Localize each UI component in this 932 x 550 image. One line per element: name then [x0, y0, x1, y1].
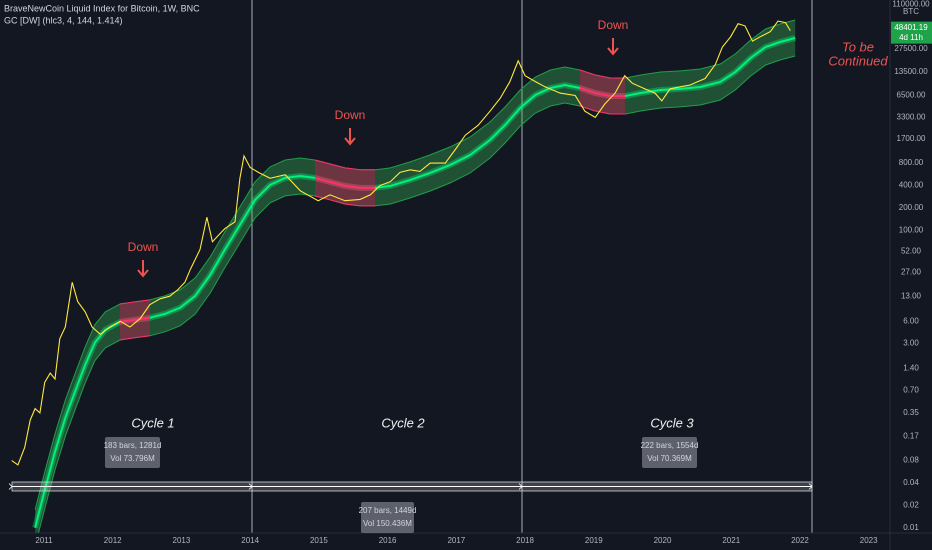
y-tick-label: 3300.00 [897, 112, 926, 121]
band-area [580, 70, 625, 114]
measure-box [105, 437, 160, 468]
y-tick-label: 3.00 [903, 339, 919, 348]
x-tick-label: 2021 [722, 536, 740, 545]
x-tick-label: 2012 [104, 536, 122, 545]
indicator-label: GC [DW] (hlc3, 4, 144, 1.414) [4, 15, 123, 25]
down-phase [120, 299, 150, 341]
x-tick-label: 2020 [654, 536, 672, 545]
y-tick-label: 13.00 [901, 291, 922, 300]
y-tick-label: 400.00 [899, 181, 924, 190]
y-tick-label: 110000.00 [892, 0, 930, 8]
y-tick-label: 0.08 [903, 456, 919, 465]
x-tick-label: 2014 [241, 536, 259, 545]
down-phase [580, 69, 625, 115]
measure-bars: 207 bars, 1449d [359, 506, 417, 515]
measure-box [642, 437, 697, 468]
y-tick-label: 100.00 [899, 225, 924, 234]
y-tick-label: 800.00 [899, 158, 924, 167]
band-area [35, 20, 796, 533]
y-tick-label: 27500.00 [894, 44, 928, 53]
measure-bars: 183 bars, 1281d [104, 441, 162, 450]
price-line [11, 20, 791, 466]
band-lower [120, 335, 150, 341]
x-tick-label: 2016 [379, 536, 397, 545]
y-tick-label: 13500.00 [894, 67, 928, 76]
y-tick-label: 0.17 [903, 431, 919, 440]
countdown-label: 4d 11h [899, 33, 923, 42]
x-tick-label: 2017 [447, 536, 465, 545]
y-tick-label: 6.00 [903, 316, 919, 325]
measure-marker [8, 483, 13, 490]
band-upper [120, 299, 150, 305]
x-tick-label: 2022 [791, 536, 809, 545]
y-tick-label: 200.00 [899, 203, 924, 212]
y-tick-label: 0.70 [903, 386, 919, 395]
cycle-label: Cycle 1 [131, 415, 174, 430]
center-line [120, 316, 150, 324]
x-tick-label: 2011 [35, 536, 53, 545]
last-price-box [891, 21, 932, 44]
x-tick-label: 2013 [173, 536, 191, 545]
measure-marker [808, 483, 813, 490]
x-tick-label: 2018 [516, 536, 534, 545]
measure-marker [248, 483, 253, 490]
y-tick-label: 52.00 [901, 247, 922, 256]
measure-vol: Vol 73.796M [110, 454, 155, 463]
plot-area [11, 0, 813, 533]
y-tick-label: 1700.00 [897, 134, 926, 143]
continued-label: To be [842, 39, 874, 54]
down-label: Down [598, 18, 629, 32]
y-tick-label: 0.35 [903, 408, 919, 417]
x-tick-label: 2019 [585, 536, 603, 545]
currency-label: BTC [903, 7, 919, 16]
down-label: Down [335, 108, 366, 122]
cycle-label: Cycle 3 [650, 415, 694, 430]
y-tick-label: 1.40 [903, 363, 919, 372]
x-tick-label: 2023 [860, 536, 878, 545]
down-arrow [344, 128, 356, 146]
cycle-label: Cycle 2 [381, 415, 425, 430]
measure-vol: Vol 70.369M [647, 454, 692, 463]
continued-label: Continued [828, 53, 888, 68]
y-tick-label: 0.01 [903, 523, 919, 532]
y-tick-label: 6500.00 [897, 91, 926, 100]
last-price-label: 48401.19 [894, 23, 928, 32]
measure-bars: 222 bars, 1554d [641, 441, 699, 450]
y-tick-label: 0.02 [903, 500, 919, 509]
down-arrow [137, 260, 149, 278]
y-tick-label: 27.00 [901, 268, 922, 277]
measure-marker [518, 483, 523, 490]
chart-title: BraveNewCoin Liquid Index for Bitcoin, 1… [4, 3, 200, 13]
measure-vol: Vol 150.436M [363, 519, 412, 528]
measure-box [361, 502, 414, 533]
y-tick-label: 0.04 [903, 478, 919, 487]
down-label: Down [128, 240, 159, 254]
x-tick-label: 2015 [310, 536, 328, 545]
down-arrow [607, 38, 619, 56]
